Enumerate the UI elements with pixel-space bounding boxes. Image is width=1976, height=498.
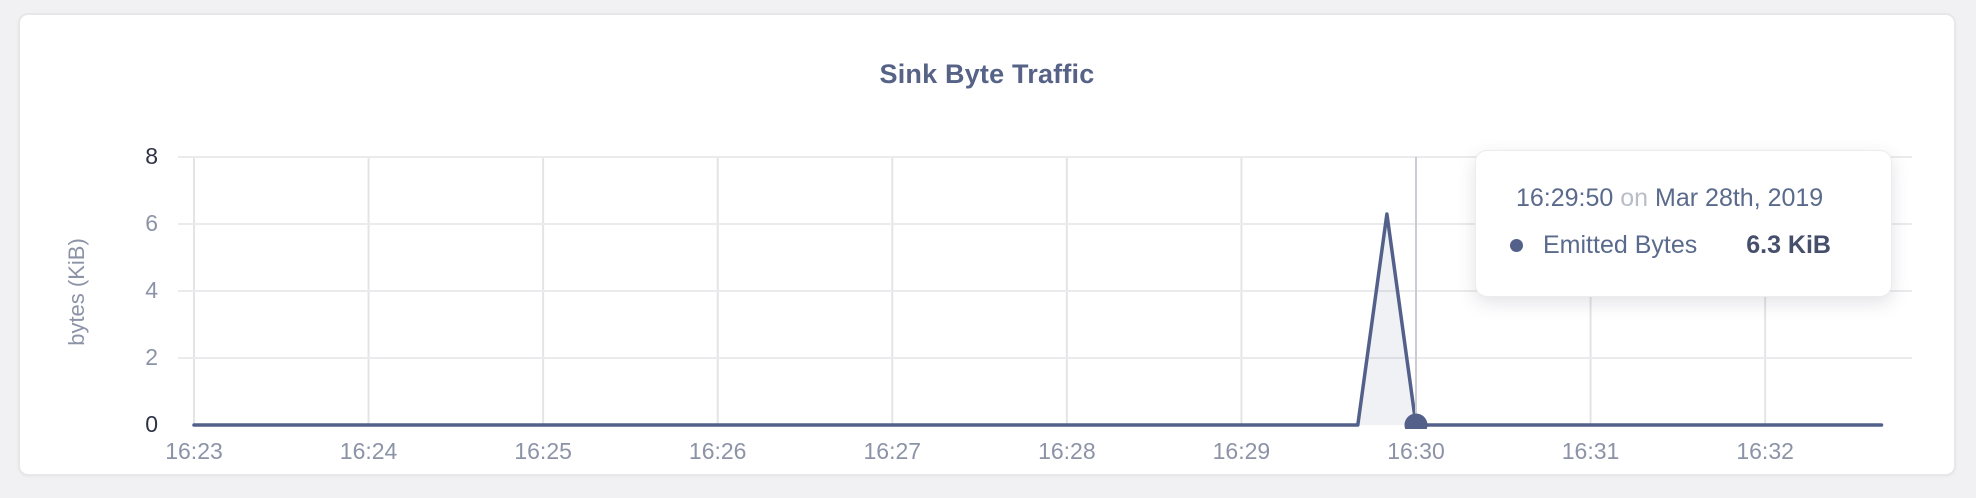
x-tick-label: 16:32 xyxy=(1736,438,1794,464)
x-tick-label: 16:30 xyxy=(1387,438,1445,464)
chart-tooltip: 16:29:50 on Mar 28th, 2019 Emitted Bytes… xyxy=(1475,150,1892,297)
hover-point-dot xyxy=(1404,413,1428,429)
tooltip-header: 16:29:50 on Mar 28th, 2019 xyxy=(1516,181,1851,215)
x-tick-label: 16:28 xyxy=(1038,438,1096,464)
tooltip-conjunction: on xyxy=(1620,184,1649,212)
x-tick-label: 16:24 xyxy=(339,438,398,464)
y-tick-label: 8 xyxy=(145,143,158,169)
tooltip-series-value: 6.3 KiB xyxy=(1746,231,1831,259)
x-tick-label: 16:29 xyxy=(1212,438,1271,464)
series-bullet-icon xyxy=(1510,239,1523,252)
x-tick-label: 16:27 xyxy=(863,438,922,464)
y-axis-title: bytes (KiB) xyxy=(64,238,89,346)
tooltip-time: 16:29:50 xyxy=(1516,184,1614,212)
x-tick-label: 16:25 xyxy=(514,438,572,464)
tooltip-series-label: Emitted Bytes xyxy=(1543,231,1698,259)
x-tick-label: 16:23 xyxy=(165,438,223,464)
chart-title: Sink Byte Traffic xyxy=(879,59,1095,89)
tooltip-series-row: Emitted Bytes 6.3 KiB xyxy=(1510,231,1851,260)
y-tick-label: 2 xyxy=(145,344,158,370)
y-tick-label: 0 xyxy=(145,411,158,437)
x-tick-label: 16:26 xyxy=(688,438,747,464)
tooltip-date: Mar 28th, 2019 xyxy=(1655,184,1824,212)
y-tick-label: 4 xyxy=(145,277,158,303)
x-tick-label: 16:31 xyxy=(1561,438,1620,464)
chart-panel: Sink Byte Traffic 16:23 16:24 16:25 16:26 16… xyxy=(18,13,1956,476)
y-tick-label: 6 xyxy=(145,210,158,236)
